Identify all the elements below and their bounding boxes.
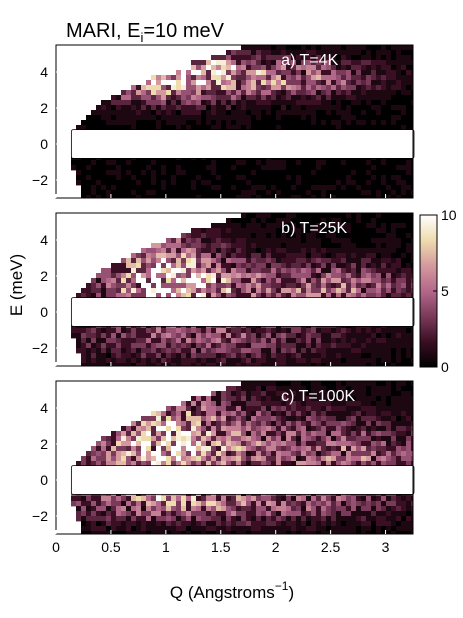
elastic-line-mask bbox=[70, 129, 415, 159]
colorbar-tick-label: 0 bbox=[441, 359, 449, 375]
colorbar-tick-label: 5 bbox=[441, 283, 449, 299]
heatmap-cells bbox=[71, 213, 413, 366]
plot-frame bbox=[55, 44, 414, 199]
elastic-line-mask bbox=[70, 297, 415, 327]
panel-label: a) T=4K bbox=[281, 52, 338, 69]
x-tick-label: 1.5 bbox=[211, 539, 231, 555]
y-tick-label: 2 bbox=[40, 268, 48, 284]
plot-frame bbox=[55, 212, 414, 367]
chart-title: MARI, Ei=10 meV bbox=[66, 20, 225, 45]
heatmap-panel-2: b) T=25K −2 0 2 4 bbox=[32, 212, 415, 367]
panel-label: c) T=100K bbox=[281, 388, 355, 405]
elastic-line-mask bbox=[70, 465, 415, 495]
x-tick-label: 0.5 bbox=[101, 539, 121, 555]
heatmap-cells bbox=[71, 381, 413, 534]
y-tick-label: 4 bbox=[40, 232, 48, 248]
y-axis-label: E (meV) bbox=[7, 254, 26, 316]
y-tick-label: 0 bbox=[40, 304, 48, 320]
x-tick-label: 0 bbox=[52, 539, 60, 555]
colorbar-ticks: 0 5 10 bbox=[433, 207, 457, 375]
x-axis-label: Q (Angstroms−1) bbox=[170, 579, 294, 602]
x-tick-label: 2 bbox=[272, 539, 280, 555]
y-tick-label: −2 bbox=[32, 172, 48, 188]
colorbar-tick-label: 10 bbox=[441, 207, 457, 223]
panel-label: b) T=25K bbox=[281, 220, 347, 237]
y-tick-label: 4 bbox=[40, 64, 48, 80]
heatmap-cells bbox=[71, 45, 413, 198]
y-tick-label: 4 bbox=[40, 400, 48, 416]
y-tick-label: −2 bbox=[32, 508, 48, 524]
plot-frame bbox=[55, 380, 414, 535]
x-tick-label: 1 bbox=[162, 539, 170, 555]
x-tick-label: 3 bbox=[382, 539, 390, 555]
y-tick-label: 0 bbox=[40, 472, 48, 488]
x-tick-label: 2.5 bbox=[321, 539, 341, 555]
heatmap-panel-1: a) T=4K −2 0 2 4 bbox=[32, 44, 415, 199]
y-tick-label: 2 bbox=[40, 100, 48, 116]
y-tick-label: 0 bbox=[40, 136, 48, 152]
y-tick-label: 2 bbox=[40, 436, 48, 452]
y-tick-label: −2 bbox=[32, 340, 48, 356]
